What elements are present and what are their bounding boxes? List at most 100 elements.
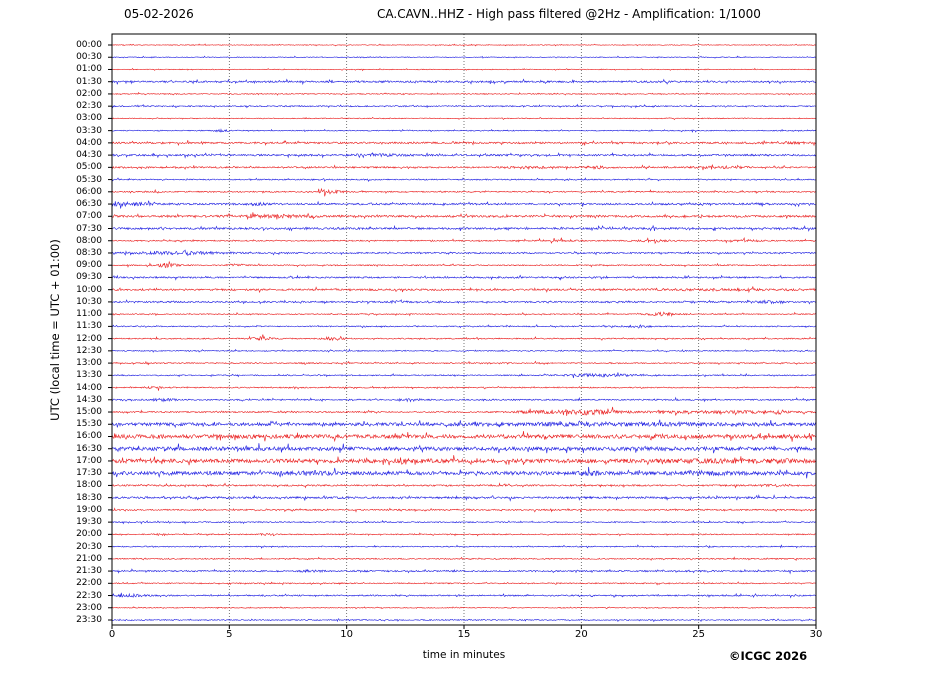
seismogram-trace-18:30 xyxy=(111,494,817,502)
y-tick-label-15:00: 15:00 xyxy=(76,407,102,418)
y-tick-label-16:30: 16:30 xyxy=(76,443,102,454)
y-tick-label-21:30: 21:30 xyxy=(76,566,102,577)
y-tick-label-11:00: 11:00 xyxy=(76,309,102,320)
seismogram-trace-18:00 xyxy=(111,482,817,489)
y-tick-label-13:00: 13:00 xyxy=(76,358,102,369)
seismogram-trace-08:00 xyxy=(111,236,817,245)
seismogram-trace-13:00 xyxy=(111,360,817,366)
seismogram-trace-12:30 xyxy=(111,348,817,353)
seismogram-trace-03:00 xyxy=(111,116,817,121)
y-tick-label-02:00: 02:00 xyxy=(76,88,102,99)
x-tick-label-20: 20 xyxy=(574,629,588,640)
y-tick-label-04:00: 04:00 xyxy=(76,137,102,148)
seismogram-trace-05:00 xyxy=(111,163,817,171)
seismogram-trace-11:30 xyxy=(112,324,817,329)
y-tick-label-15:30: 15:30 xyxy=(76,419,102,430)
y-tick-label-10:00: 10:00 xyxy=(76,284,102,295)
plot-title: CA.CAVN..HHZ - High pass filtered @2Hz -… xyxy=(377,7,761,21)
seismogram-trace-01:30 xyxy=(111,78,817,86)
seismogram-trace-20:00 xyxy=(111,532,817,537)
y-tick-label-18:30: 18:30 xyxy=(76,492,102,503)
x-tick-label-30: 30 xyxy=(809,629,823,640)
y-tick-label-22:00: 22:00 xyxy=(76,578,102,589)
seismogram-trace-21:30 xyxy=(111,568,817,575)
y-tick-label-01:30: 01:30 xyxy=(76,76,102,87)
y-tick-label-20:00: 20:00 xyxy=(76,529,102,540)
y-tick-label-23:00: 23:00 xyxy=(76,602,102,613)
seismogram-trace-19:00 xyxy=(111,507,817,513)
y-tick-label-22:30: 22:30 xyxy=(76,590,102,601)
y-tick-label-06:00: 06:00 xyxy=(76,186,102,197)
y-tick-label-00:00: 00:00 xyxy=(76,40,102,50)
y-tick-label-07:30: 07:30 xyxy=(76,223,102,234)
y-tick-label-23:30: 23:30 xyxy=(76,615,102,625)
x-tick-label-15: 15 xyxy=(457,629,471,640)
y-tick-label-12:00: 12:00 xyxy=(76,333,102,344)
x-tick-label-25: 25 xyxy=(692,629,706,640)
seismogram-trace-15:00 xyxy=(111,406,817,416)
seismogram-trace-09:30 xyxy=(111,274,817,281)
seismogram-trace-06:30 xyxy=(111,200,817,209)
y-tick-label-20:30: 20:30 xyxy=(76,541,102,552)
seismogram-trace-07:00 xyxy=(111,212,817,221)
seismogram-trace-07:30 xyxy=(111,224,817,232)
y-tick-label-04:30: 04:30 xyxy=(76,150,102,161)
seismogram-trace-23:00 xyxy=(111,606,817,610)
y-tick-label-17:30: 17:30 xyxy=(76,468,102,479)
y-tick-label-05:30: 05:30 xyxy=(76,174,102,185)
seismogram-trace-19:30 xyxy=(111,519,817,525)
y-tick-label-06:30: 06:30 xyxy=(76,199,102,210)
y-tick-label-09:30: 09:30 xyxy=(76,272,102,283)
seismogram-trace-02:00 xyxy=(111,91,817,96)
seismogram-trace-13:30 xyxy=(111,372,817,379)
seismogram-trace-17:00 xyxy=(111,455,817,466)
y-tick-label-13:30: 13:30 xyxy=(76,370,102,381)
seismogram-trace-16:30 xyxy=(111,443,817,454)
y-tick-label-17:00: 17:00 xyxy=(76,455,102,466)
seismogram-trace-06:00 xyxy=(111,187,817,197)
seismogram-trace-10:30 xyxy=(111,299,817,305)
seismogram-trace-05:30 xyxy=(111,177,817,183)
seismogram-trace-09:00 xyxy=(112,260,817,269)
seismogram-trace-22:30 xyxy=(111,592,817,599)
plot-date: 05-02-2026 xyxy=(124,7,194,21)
x-tick-label-5: 5 xyxy=(226,629,233,640)
y-tick-label-10:30: 10:30 xyxy=(76,296,102,307)
y-tick-label-16:00: 16:00 xyxy=(76,431,102,442)
y-tick-label-12:30: 12:30 xyxy=(76,345,102,356)
y-tick-label-03:30: 03:30 xyxy=(76,125,102,136)
x-axis-title: time in minutes xyxy=(422,649,506,661)
y-tick-label-09:00: 09:00 xyxy=(76,260,102,271)
x-tick-label-0: 0 xyxy=(108,629,116,640)
y-axis-tick-labels: 00:00 00:30 01:00 01:30 02:00 02:30 03:00 03:30… xyxy=(0,0,106,696)
seismogram-trace-21:00 xyxy=(111,556,817,562)
seismogram-trace-16:00 xyxy=(111,430,817,443)
seismogram-trace-20:30 xyxy=(111,544,817,549)
y-tick-label-03:00: 03:00 xyxy=(76,113,102,124)
copyright-text: ©ICGC 2026 xyxy=(729,649,808,663)
seismogram-trace-04:30 xyxy=(111,152,817,159)
seismogram-trace-11:00 xyxy=(112,311,817,318)
seismogram-trace-22:00 xyxy=(111,581,817,586)
y-tick-label-05:00: 05:00 xyxy=(76,162,102,173)
y-tick-label-01:00: 01:00 xyxy=(76,64,102,75)
y-tick-label-00:30: 00:30 xyxy=(76,52,102,63)
y-tick-label-19:30: 19:30 xyxy=(76,517,102,528)
seismogram-trace-00:30 xyxy=(111,55,817,59)
y-tick-label-14:30: 14:30 xyxy=(76,394,102,405)
y-tick-label-02:30: 02:30 xyxy=(76,101,102,112)
y-tick-label-19:00: 19:00 xyxy=(76,504,102,515)
seismogram-trace-08:30 xyxy=(112,249,817,257)
y-tick-label-08:00: 08:00 xyxy=(76,235,102,246)
seismogram-trace-15:30 xyxy=(111,419,817,429)
seismogram-trace-02:30 xyxy=(111,103,817,109)
seismogram-trace-23:30 xyxy=(111,618,817,623)
y-tick-label-14:00: 14:00 xyxy=(76,382,102,393)
seismogram-trace-14:00 xyxy=(111,385,816,391)
seismogram-trace-12:00 xyxy=(111,334,817,342)
y-tick-label-11:30: 11:30 xyxy=(76,321,102,332)
x-tick-label-10: 10 xyxy=(340,629,354,640)
